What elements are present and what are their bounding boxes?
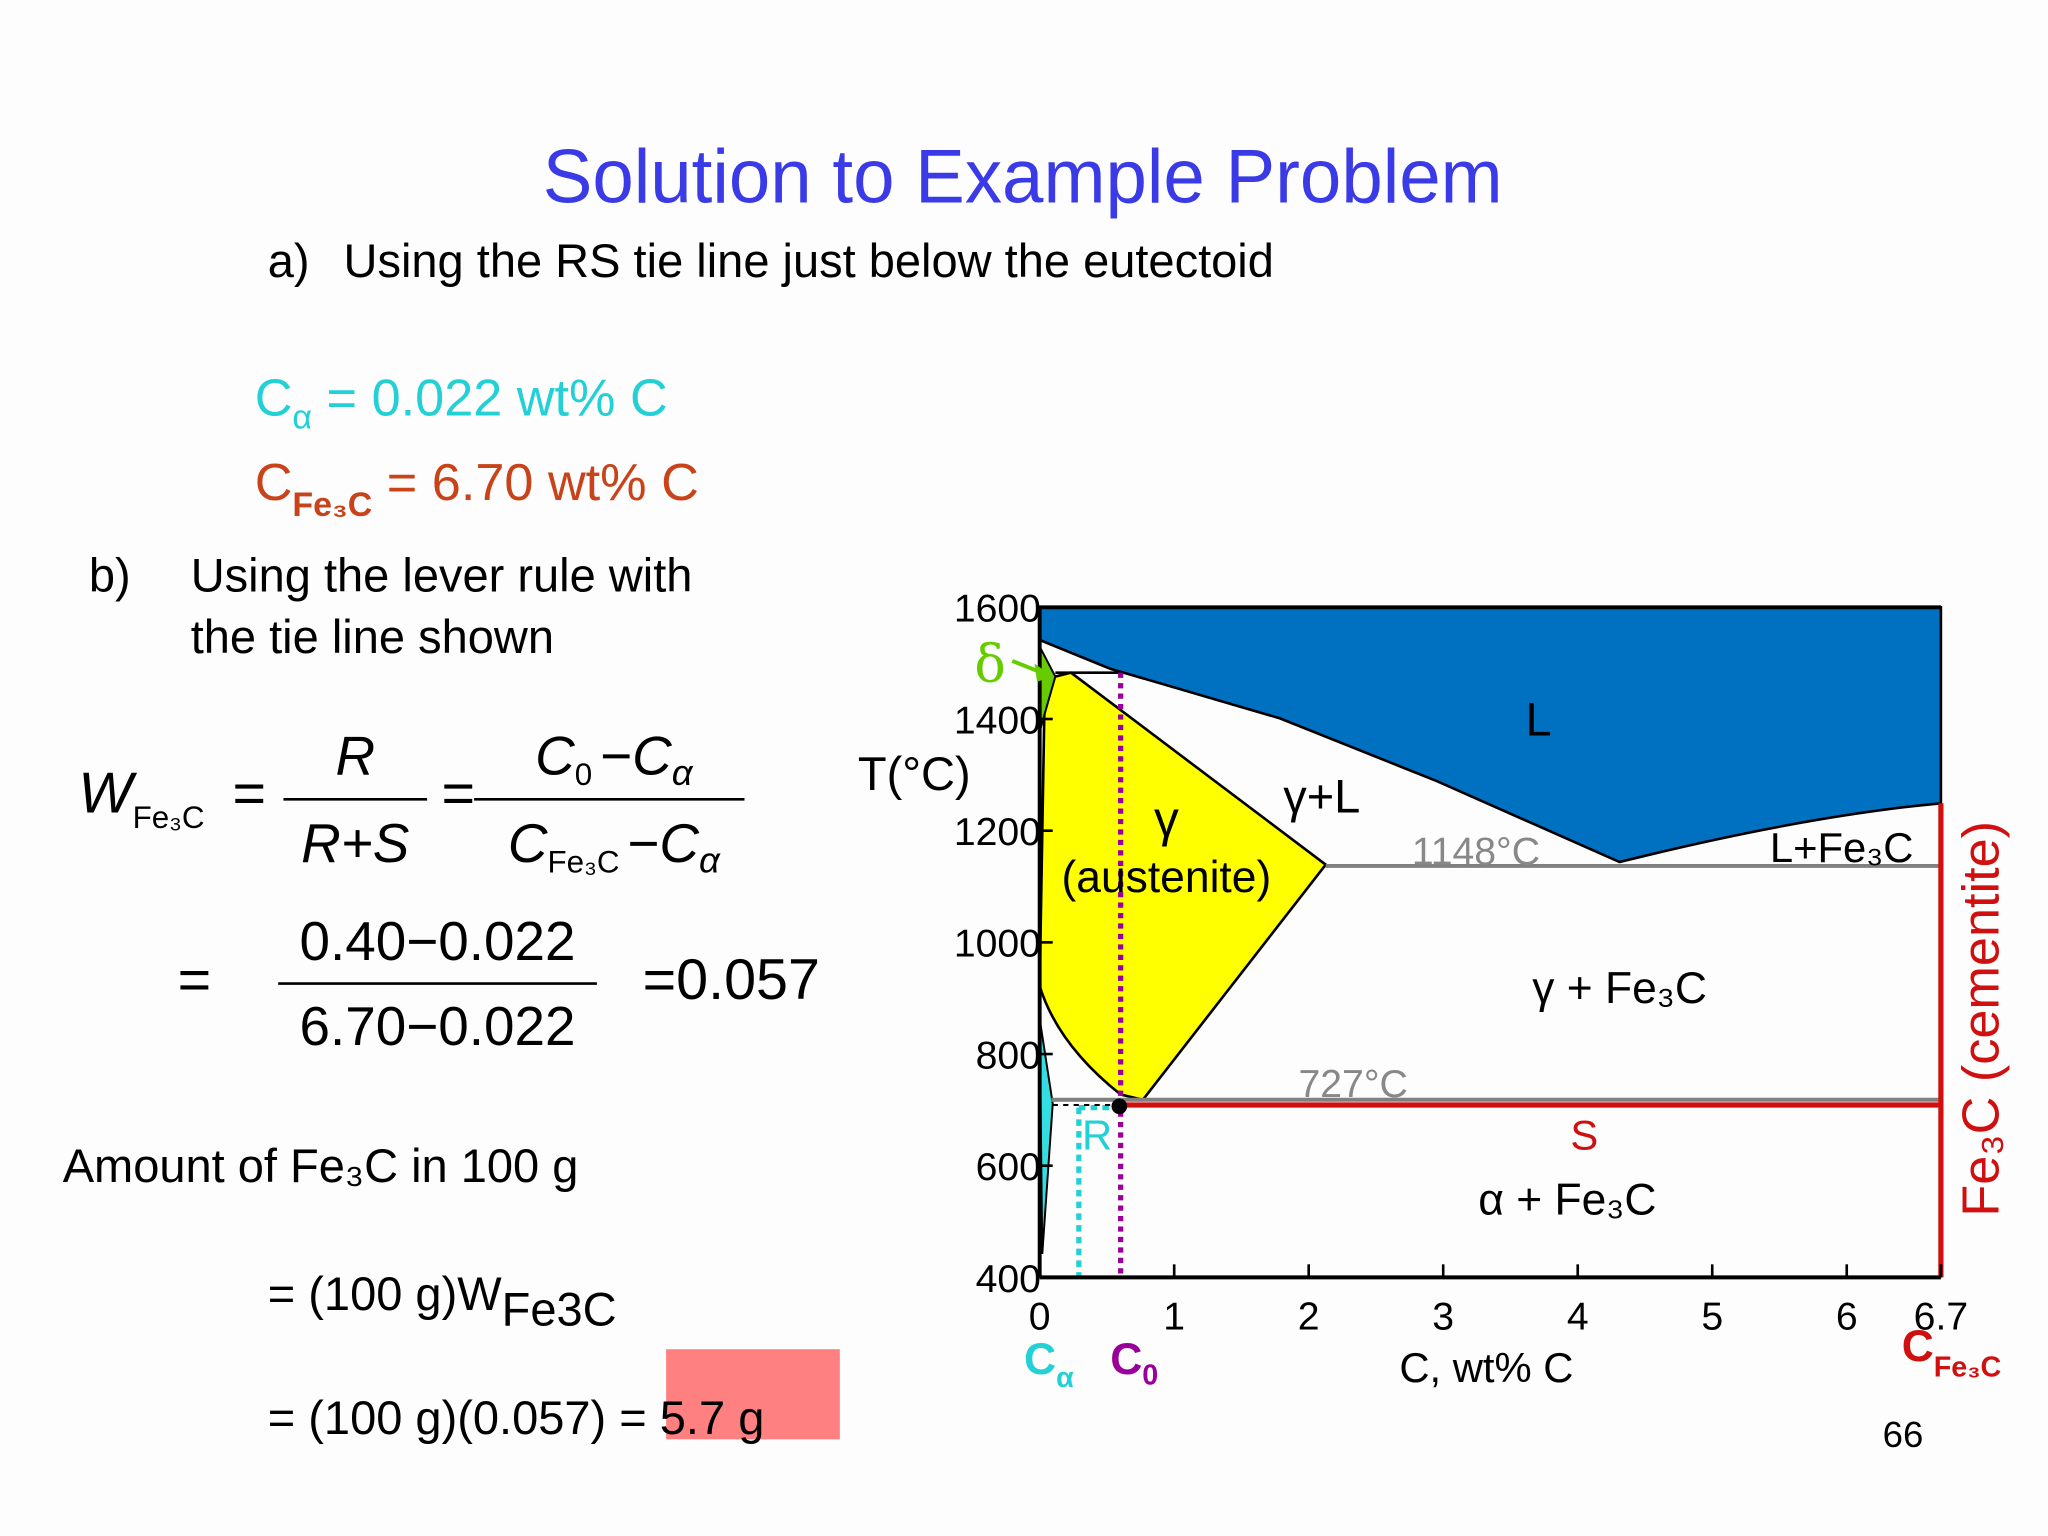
c-fe3c-line: CFe₃C = 6.70 wt% C	[255, 454, 699, 524]
ticks: 400 600 800 1000 1200 1400 1600 0 1 2 3 4 5 6 6.7	[954, 588, 1968, 1339]
amount-line: = (100 g)(0.057) = 5.7 g	[268, 1391, 765, 1444]
highlight	[666, 1349, 840, 1440]
symbol: C	[508, 812, 548, 874]
delta-arrowhead	[1034, 663, 1053, 682]
y-tick-label: 1200	[954, 811, 1041, 854]
y-tick-label: 1000	[954, 923, 1041, 966]
part-b-label: b)	[89, 549, 131, 602]
region-label: L	[1526, 692, 1552, 745]
fraction-den: 6.70−0.022	[300, 995, 576, 1057]
eq-sign: =	[441, 761, 475, 825]
eutectic-label: 1148°C	[1412, 831, 1540, 874]
region-label: α + Fe₃C	[1478, 1176, 1656, 1225]
symbol: C	[255, 454, 293, 512]
part-b-text: the tie line shown	[191, 610, 554, 663]
text: = (100 g)W	[268, 1267, 502, 1320]
symbol: C	[659, 812, 699, 874]
c-alpha-marker: Cα	[1024, 1335, 1074, 1394]
subscript: α	[699, 839, 721, 880]
eutectoid-label: 727°C	[1298, 1063, 1407, 1106]
x-tick-label: 6.7	[1914, 1296, 1968, 1339]
r-label: R	[1082, 1111, 1112, 1158]
fraction-num: R	[335, 725, 375, 787]
title: Solution to Example Problem	[543, 134, 1503, 219]
symbol: C	[1110, 1335, 1142, 1384]
fraction-num: 0.40−0.022	[300, 910, 576, 972]
y-tick-label: 800	[976, 1034, 1041, 1077]
region-label: L+Fe₃C	[1770, 824, 1914, 871]
x-tick-label: 0	[1029, 1296, 1051, 1339]
cementite-label: Fe₃C (cementite)	[1952, 821, 2010, 1217]
part-a-label: a)	[268, 234, 310, 287]
y-axis-label: T(°C)	[858, 747, 971, 800]
subscript: 0	[1142, 1359, 1158, 1391]
part-b-text: Using the lever rule with	[191, 549, 693, 602]
c-alpha-line: Cα = 0.022 wt% C	[255, 369, 668, 436]
subscript: 0	[575, 757, 592, 792]
operator: −	[627, 812, 659, 874]
operator: −	[600, 725, 632, 787]
region-label: γ	[1154, 791, 1179, 847]
symbol: C	[632, 725, 672, 787]
amount-line: = (100 g)WFe3C	[268, 1267, 617, 1336]
value-text: = 6.70 wt% C	[372, 454, 699, 512]
subscript: α	[292, 398, 312, 436]
y-tick-label: 1600	[954, 588, 1041, 631]
x-tick-label: 6	[1836, 1296, 1858, 1339]
fraction-num: C0 −Cα	[535, 725, 694, 793]
subscript: α	[1056, 1362, 1074, 1394]
region-label: (austenite)	[1062, 853, 1272, 902]
symbol: C	[1024, 1335, 1056, 1384]
y-tick-label: 600	[976, 1146, 1041, 1189]
subscript: Fe₃C	[548, 844, 620, 879]
subscript: Fe₃C	[133, 800, 205, 835]
subscript: Fe3C	[502, 1283, 617, 1336]
eq-sign: =	[178, 948, 212, 1012]
symbol: C	[1902, 1322, 1934, 1371]
fraction-den: R+S	[301, 812, 409, 874]
eq-sign: =	[232, 761, 266, 825]
x-tick-label: 3	[1432, 1296, 1454, 1339]
c0-marker: C0	[1110, 1335, 1158, 1391]
y-tick-label: 400	[976, 1258, 1041, 1301]
point	[1111, 1098, 1128, 1115]
region-label: γ+L	[1283, 769, 1360, 822]
x-tick-label: 5	[1701, 1296, 1723, 1339]
amount-text: Amount of Fe₃C in 100 g	[63, 1139, 579, 1192]
eq-lhs: WFe₃C	[78, 761, 204, 835]
region-label: γ + Fe₃C	[1532, 964, 1707, 1013]
subscript: Fe₃C	[292, 486, 372, 524]
x-tick-label: 4	[1567, 1296, 1589, 1339]
page-number: 66	[1883, 1414, 1924, 1455]
x-tick-label: 1	[1163, 1296, 1185, 1339]
symbol: C	[535, 725, 575, 787]
s-label: S	[1570, 1111, 1598, 1158]
delta-label: δ	[974, 635, 1005, 695]
x-axis-label: C, wt% C	[1399, 1344, 1573, 1391]
subscript: Fe₃C	[1934, 1352, 2002, 1384]
subscript: α	[672, 752, 694, 793]
c-fe3c-marker: CFe₃C	[1902, 1322, 2002, 1384]
x-tick-label: 2	[1298, 1296, 1320, 1339]
part-a-text: Using the RS tie line just below the eut…	[344, 234, 1274, 287]
fraction-den: CFe₃C −Cα	[508, 812, 721, 880]
symbol: W	[78, 761, 137, 825]
symbol: C	[255, 369, 293, 427]
result: =0.057	[643, 948, 820, 1012]
liquid-region	[1038, 606, 1943, 864]
y-tick-label: 1400	[954, 699, 1041, 742]
value-text: = 0.022 wt% C	[312, 369, 668, 427]
